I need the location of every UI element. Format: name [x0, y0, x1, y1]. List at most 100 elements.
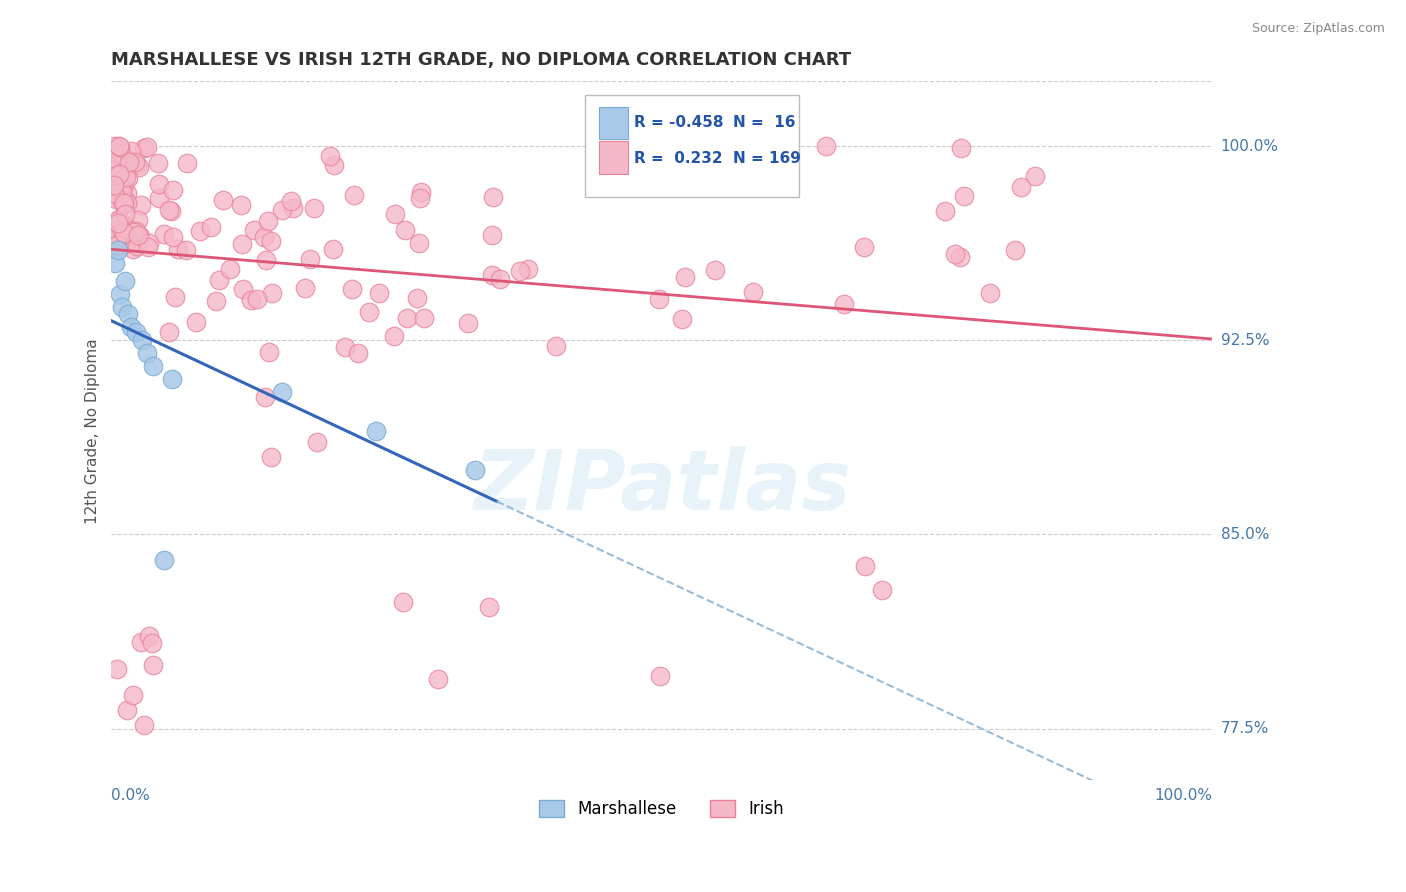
Point [704, 263, 727, 277]
Point [122, 225, 145, 239]
Point [364, 424, 387, 438]
Text: 85.0%: 85.0% [1220, 527, 1268, 541]
Point [111, 147, 134, 161]
Point [254, 252, 277, 267]
Point [104, 139, 127, 153]
Point [392, 594, 415, 608]
Point [129, 635, 152, 649]
Point [103, 163, 125, 178]
Point [131, 197, 153, 211]
Point [112, 219, 135, 233]
Point [148, 178, 170, 192]
Point [108, 140, 131, 154]
Point [481, 268, 503, 282]
Point [114, 206, 136, 220]
Legend: Marshallese, Irish: Marshallese, Irish [533, 793, 792, 824]
Point [132, 140, 155, 154]
Point [426, 672, 449, 686]
Point [648, 293, 671, 307]
Point [163, 290, 186, 304]
Point [115, 703, 138, 717]
Point [105, 154, 128, 169]
Point [101, 225, 124, 239]
Text: 77.5%: 77.5% [1220, 721, 1268, 736]
Point [107, 146, 129, 161]
Point [101, 147, 124, 161]
Point [142, 359, 165, 373]
Point [115, 170, 138, 185]
Point [259, 234, 281, 248]
Point [246, 292, 269, 306]
Text: MARSHALLESE VS IRISH 12TH GRADE, NO DIPLOMA CORRELATION CHART: MARSHALLESE VS IRISH 12TH GRADE, NO DIPL… [111, 51, 852, 69]
Text: R = -0.458: R = -0.458 [634, 115, 724, 130]
Point [157, 203, 180, 218]
Point [205, 294, 228, 309]
Point [138, 629, 160, 643]
Point [949, 141, 972, 155]
Point [107, 212, 129, 227]
Point [1010, 180, 1032, 194]
Point [115, 186, 138, 200]
Point [112, 149, 135, 163]
Point [457, 317, 479, 331]
Point [110, 286, 132, 301]
Point [118, 235, 141, 249]
Text: R =  0.232: R = 0.232 [634, 151, 723, 166]
Point [281, 202, 304, 216]
Point [115, 153, 138, 168]
Point [112, 227, 135, 241]
Text: 100.0%: 100.0% [1220, 138, 1278, 153]
Point [117, 170, 139, 185]
Point [136, 240, 159, 254]
Point [979, 285, 1001, 300]
Point [852, 240, 875, 254]
Text: Source: ZipAtlas.com: Source: ZipAtlas.com [1251, 22, 1385, 36]
Text: 0.0%: 0.0% [111, 788, 150, 803]
FancyBboxPatch shape [599, 106, 627, 138]
Point [112, 196, 135, 211]
Point [270, 203, 292, 218]
Point [232, 282, 254, 296]
Point [122, 242, 145, 256]
Point [108, 139, 131, 153]
Point [111, 224, 134, 238]
Point [343, 188, 366, 202]
Point [111, 194, 134, 208]
Text: N = 169: N = 169 [734, 151, 801, 166]
Point [114, 169, 136, 184]
Point [111, 300, 134, 314]
Point [107, 243, 129, 257]
Point [138, 235, 160, 250]
Point [231, 236, 253, 251]
Point [127, 227, 149, 242]
Point [101, 164, 124, 178]
Point [108, 180, 131, 194]
Point [129, 228, 152, 243]
Point [188, 224, 211, 238]
Point [359, 305, 381, 319]
Point [122, 689, 145, 703]
Point [104, 255, 127, 269]
Point [516, 262, 538, 277]
Point [101, 171, 124, 186]
Point [305, 434, 328, 449]
Point [271, 384, 294, 399]
Point [101, 239, 124, 253]
Point [125, 158, 148, 172]
Point [166, 242, 188, 256]
Point [115, 221, 138, 235]
Text: 92.5%: 92.5% [1220, 333, 1270, 348]
Point [110, 153, 132, 167]
Text: ZIPatlas: ZIPatlas [472, 446, 851, 527]
Point [105, 662, 128, 676]
Point [107, 167, 129, 181]
Point [153, 227, 176, 241]
Point [157, 326, 180, 340]
Point [136, 140, 159, 154]
Point [101, 158, 124, 172]
Point [122, 155, 145, 169]
Point [253, 230, 276, 244]
Point [120, 144, 142, 158]
Point [953, 188, 976, 202]
Point [112, 177, 135, 191]
